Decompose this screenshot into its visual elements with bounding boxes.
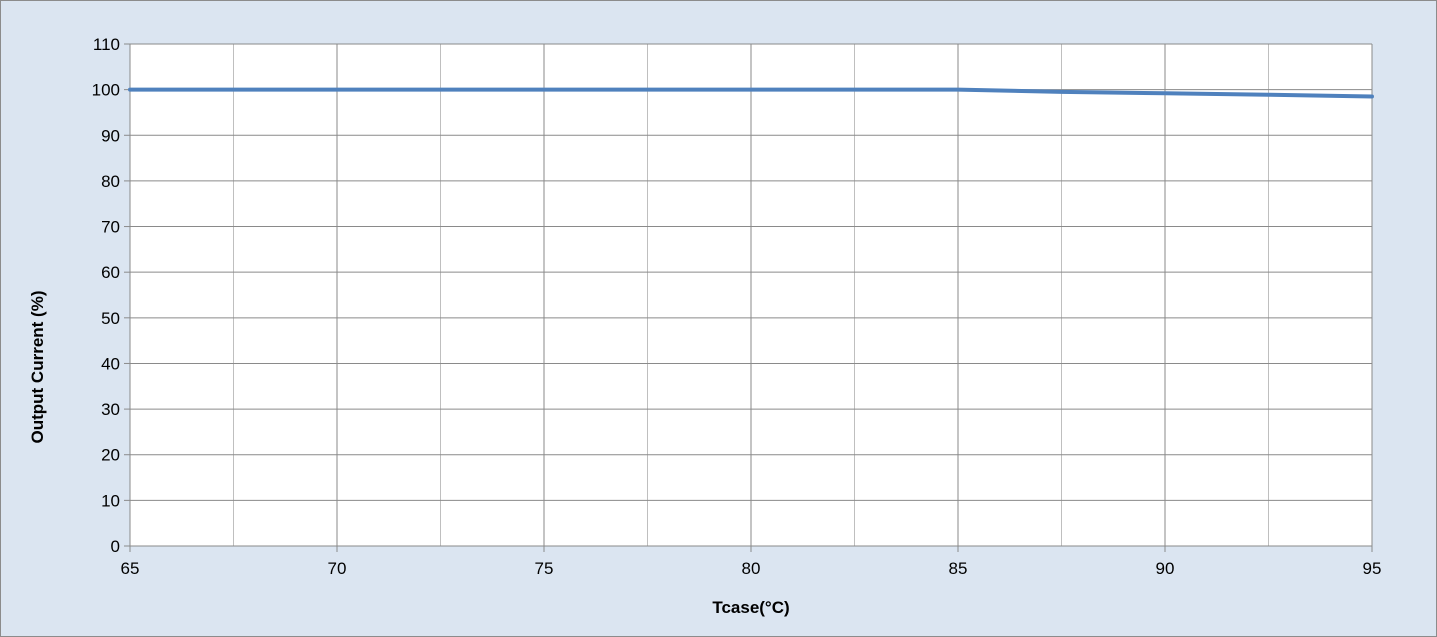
x-tick-label-95: 95 — [1363, 559, 1382, 578]
x-tick-label-80: 80 — [742, 559, 761, 578]
grid-lines — [124, 43, 1373, 552]
y-axis-tick-labels: 0 10 20 30 40 50 60 70 80 90 100 110 — [92, 35, 120, 556]
y-tick-label-10: 10 — [101, 491, 120, 510]
y-tick-label-30: 30 — [101, 400, 120, 419]
x-axis-title: Tcase(°C) — [712, 598, 789, 617]
y-tick-label-0: 0 — [111, 537, 120, 556]
y-tick-label-60: 60 — [101, 263, 120, 282]
x-tick-label-70: 70 — [328, 559, 347, 578]
x-axis-tick-labels: 65 70 75 80 85 90 95 — [121, 559, 1382, 578]
y-tick-label-50: 50 — [101, 309, 120, 328]
x-tick-label-65: 65 — [121, 559, 140, 578]
x-tick-label-75: 75 — [535, 559, 554, 578]
y-tick-label-40: 40 — [101, 354, 120, 373]
series-layer — [128, 87, 1374, 99]
y-tick-label-70: 70 — [101, 218, 120, 237]
x-tick-label-90: 90 — [1156, 559, 1175, 578]
y-tick-label-90: 90 — [101, 126, 120, 145]
y-tick-label-20: 20 — [101, 446, 120, 465]
y-tick-label-80: 80 — [101, 172, 120, 191]
y-tick-label-110: 110 — [93, 35, 120, 54]
y-tick-label-100: 100 — [92, 81, 120, 100]
y-axis-title: Output Current (%) — [28, 291, 47, 444]
x-tick-label-85: 85 — [949, 559, 968, 578]
series-line-0 — [128, 87, 1374, 99]
